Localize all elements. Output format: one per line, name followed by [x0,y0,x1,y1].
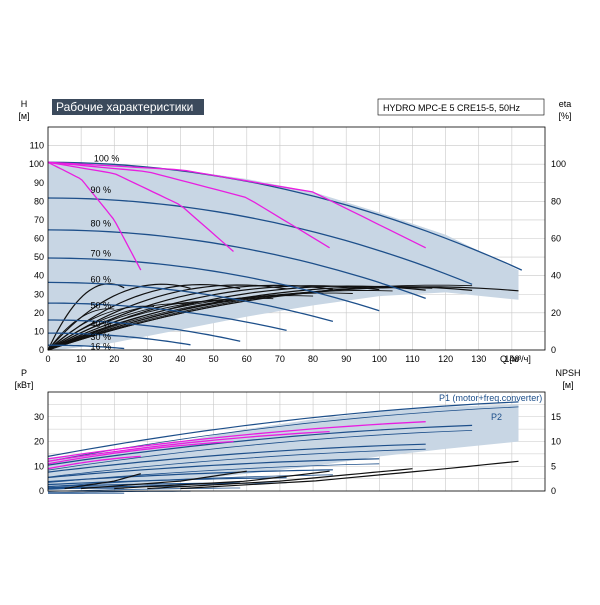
power-y-tick-label: 30 [34,412,44,422]
head-y-tick-label: 20 [34,308,44,318]
head-y-tick-label: 110 [30,141,44,151]
npsh-axis-name: NPSH [555,368,580,378]
power-y-axis-unit: [кВт] [15,380,34,390]
head-y-axis-unit: [м] [18,111,29,121]
eta-tick-label: 0 [551,345,556,355]
head-y-tick-label: 0 [39,345,44,355]
head-x-tick-label: 50 [209,354,219,364]
npsh-tick-label: 15 [551,412,561,422]
head-x-tick-label: 30 [142,354,152,364]
npsh-tick-label: 0 [551,486,556,496]
head-x-tick-label: 80 [308,354,318,364]
eta-tick-label: 60 [551,234,561,244]
speed-label-5: 50 % [91,300,112,310]
speed-label-3: 70 % [91,248,112,258]
eta-tick-label: 20 [551,308,561,318]
eta-axis-name: eta [559,99,572,109]
head-x-tick-label: 60 [242,354,252,364]
head-x-tick-label: 10 [76,354,86,364]
chart-title: Рабочие характеристики [56,100,193,114]
speed-label-2: 80 % [91,219,112,229]
eta-tick-label: 40 [551,271,561,281]
eta-tick-label: 80 [551,196,561,206]
eta-tick-label: 100 [551,159,566,169]
head-y-tick-label: 100 [29,159,44,169]
speed-label-6: 40 % [91,319,112,329]
npsh-tick-label: 10 [551,437,561,447]
head-y-tick-label: 90 [34,178,44,188]
head-x-axis-name: Q [м³/ч] [500,354,531,364]
head-x-tick-label: 120 [438,354,453,364]
eta-axis-unit: [%] [558,111,571,121]
head-x-tick-label: 40 [176,354,186,364]
speed-label-1: 90 % [91,185,112,195]
head-y-tick-label: 60 [34,234,44,244]
head-x-tick-label: 90 [341,354,351,364]
head-y-tick-label: 70 [34,215,44,225]
head-x-tick-label: 20 [109,354,119,364]
head-y-tick-label: 50 [34,252,44,262]
p1-series-label: P1 (motor+freq.converter) [439,393,542,403]
npsh-axis-unit: [м] [562,380,573,390]
power-y-tick-label: 0 [39,486,44,496]
head-x-tick-label: 110 [405,354,419,364]
speed-label-0: 100 % [94,154,120,164]
p2-curve-7 [48,491,191,493]
power-y-tick-label: 20 [34,437,44,447]
head-y-tick-label: 80 [34,196,44,206]
npsh-tick-label: 5 [551,461,556,471]
pump-model: HYDRO MPC-E 5 CRE15-5, 50Hz [383,103,521,113]
p2-series-label: P2 [491,412,502,422]
head-y-tick-label: 10 [34,326,44,336]
head-x-tick-label: 100 [372,354,387,364]
head-x-tick-label: 0 [45,354,50,364]
speed-label-4: 60 % [91,274,112,284]
power-y-axis-name: P [21,368,27,378]
head-y-tick-label: 30 [34,289,44,299]
head-y-axis-name: H [21,99,28,109]
head-x-tick-label: 130 [471,354,486,364]
power-y-tick-label: 10 [34,461,44,471]
head-y-tick-label: 40 [34,271,44,281]
head-x-tick-label: 70 [275,354,285,364]
